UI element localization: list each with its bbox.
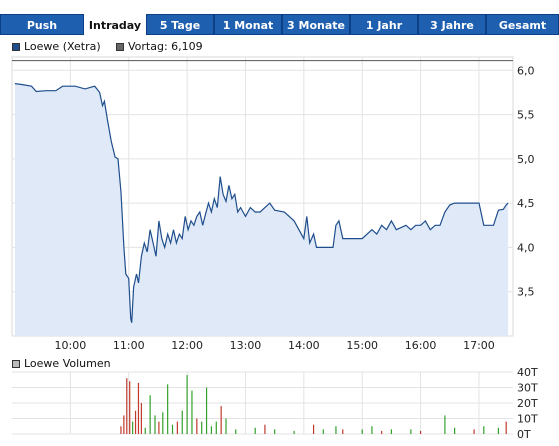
x-tick-label: 10:00 — [55, 339, 87, 352]
tab-5-tage[interactable]: 5 Tage — [146, 14, 214, 35]
price-line — [14, 83, 509, 323]
legend-series: Loewe (Xetra) — [12, 40, 122, 54]
legend-volume-swatch — [12, 360, 20, 368]
legend-prev-close: Vortag: 6,109 — [116, 40, 246, 54]
x-tick-label: 17:00 — [463, 339, 495, 352]
legend-prev-swatch — [116, 43, 124, 51]
tab-1-jahr[interactable]: 1 Jahr — [350, 14, 418, 35]
vol-y-tick-label: 0T — [517, 428, 531, 441]
price-area — [14, 83, 509, 336]
legend-prev-label: Vortag: 6,109 — [128, 40, 203, 53]
legend-volume: Loewe Volumen — [12, 357, 132, 371]
y-tick-label: 4,5 — [517, 197, 535, 210]
x-tick-label: 13:00 — [230, 339, 262, 352]
x-tick-label: 15:00 — [346, 339, 378, 352]
vol-y-tick-label: 20T — [517, 397, 538, 410]
period-tabs: Push Intraday 5 Tage 1 Monat 3 Monate 1 … — [0, 14, 559, 35]
x-tick-label: 14:00 — [288, 339, 320, 352]
tab-gesamt[interactable]: Gesamt — [486, 14, 559, 35]
y-tick-label: 3,5 — [517, 286, 535, 299]
vol-y-tick-label: 30T — [517, 382, 538, 395]
x-tick-label: 11:00 — [113, 339, 145, 352]
legend-volume-label: Loewe Volumen — [24, 357, 111, 370]
tab-3-monate[interactable]: 3 Monate — [282, 14, 350, 35]
y-tick-label: 6,0 — [517, 64, 535, 77]
tab-3-jahre[interactable]: 3 Jahre — [418, 14, 486, 35]
tab-intraday[interactable]: Intraday — [84, 14, 146, 35]
x-tick-label: 16:00 — [405, 339, 437, 352]
vol-y-tick-label: 10T — [517, 413, 538, 426]
vol-y-tick-label: 40T — [517, 366, 538, 379]
tab-push[interactable]: Push — [0, 14, 84, 35]
legend-series-label: Loewe (Xetra) — [24, 40, 101, 53]
y-tick-label: 5,5 — [517, 109, 535, 122]
y-tick-label: 4,0 — [517, 241, 535, 254]
legend-series-swatch — [12, 43, 20, 51]
tab-1-monat[interactable]: 1 Monat — [214, 14, 282, 35]
x-tick-label: 12:00 — [171, 339, 203, 352]
y-tick-label: 5,0 — [517, 153, 535, 166]
